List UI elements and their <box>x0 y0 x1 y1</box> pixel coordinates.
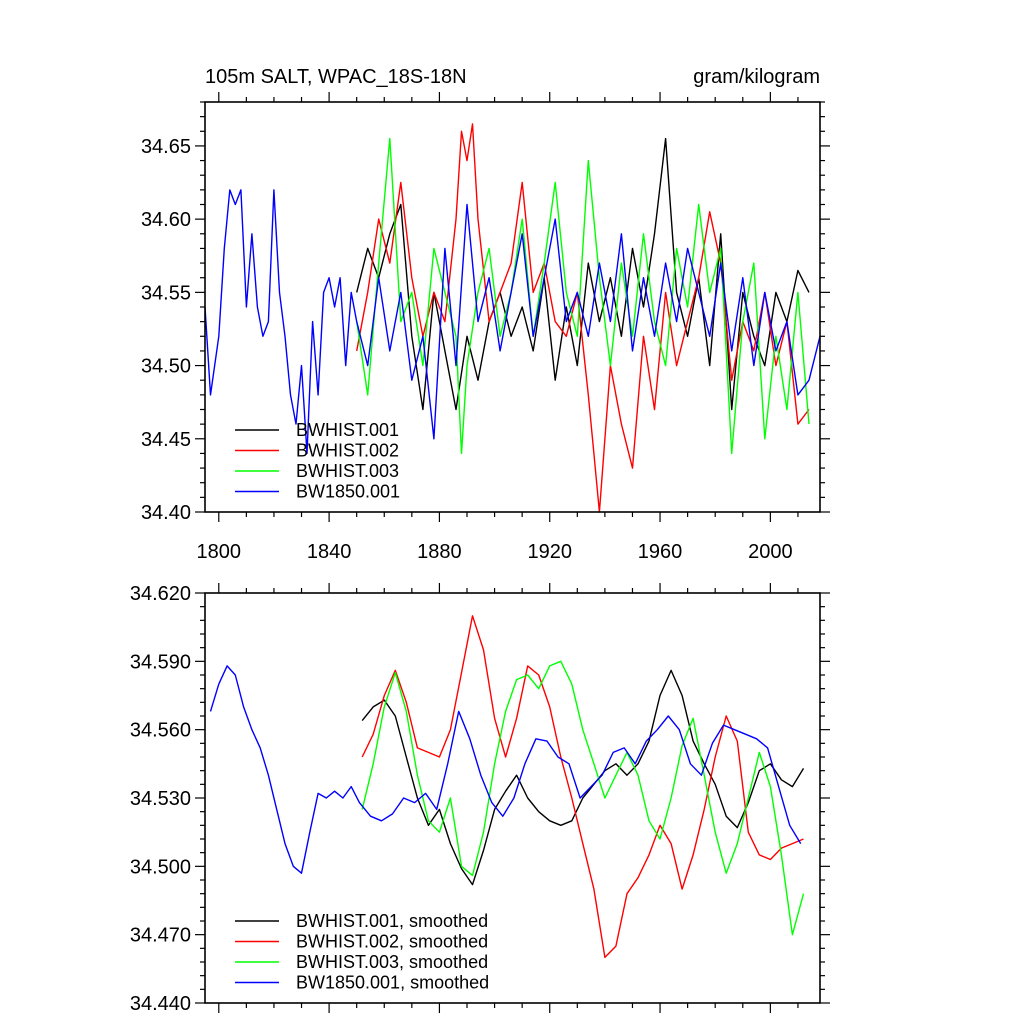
bottom-series-line-2 <box>361 615 804 959</box>
bottom-series-line-1 <box>361 669 805 886</box>
bottom-series-line-3 <box>361 660 805 936</box>
bottom-y-tick-label: 34.470 <box>130 925 191 947</box>
bottom-legend-label-1: BWHIST.001, smoothed <box>296 911 488 931</box>
top-legend-label-1: BWHIST.001 <box>296 420 399 440</box>
top-series-line-1 <box>356 137 810 411</box>
top-y-tick-label: 34.55 <box>141 282 191 304</box>
bottom-y-tick-label: 34.560 <box>130 720 191 742</box>
bottom-legend-label-3: BWHIST.003, smoothed <box>296 952 488 972</box>
top-series-line-3 <box>356 137 810 455</box>
top-y-tick-label: 34.45 <box>141 429 191 451</box>
top-series-lines <box>204 123 821 513</box>
bottom-series-line-4 <box>209 665 802 874</box>
top-legend-label-4: BW1850.001 <box>296 482 400 502</box>
top-y-tick-label: 34.40 <box>141 502 191 524</box>
top-axes: 1800 1840 1880 1920 1960 2000 34.40 34.45 34.50 3… <box>141 92 830 563</box>
bottom-axes: 34.440 34.470 34.500 34.530 34.560 34.590 34.6… <box>130 583 830 1015</box>
bottom-y-tick-label: 34.590 <box>130 651 191 673</box>
bottom-series-lines <box>209 615 805 959</box>
top-legend-label-3: BWHIST.003 <box>296 461 399 481</box>
top-panel: 105m SALT, WPAC_18S-18N gram/kilogram 18… <box>141 66 830 563</box>
top-x-tick-label: 1800 <box>197 541 242 563</box>
top-x-tick-label: 1880 <box>417 541 462 563</box>
top-x-tick-label: 1840 <box>307 541 352 563</box>
top-series-line-4 <box>204 189 821 455</box>
top-panel-units: gram/kilogram <box>693 66 820 88</box>
bottom-y-tick-label: 34.440 <box>130 993 191 1015</box>
top-plot-frame <box>204 101 821 513</box>
bottom-y-tick-label: 34.620 <box>130 583 191 605</box>
bottom-y-tick-label: 34.530 <box>130 788 191 810</box>
top-y-tick-label: 34.65 <box>141 136 191 158</box>
bottom-plot-frame <box>204 592 821 1004</box>
top-x-tick-label: 2000 <box>748 541 793 563</box>
bottom-legend-label-2: BWHIST.002, smoothed <box>296 932 488 952</box>
top-legend-label-2: BWHIST.002 <box>296 441 399 461</box>
bottom-panel: 34.440 34.470 34.500 34.530 34.560 34.590 34.6… <box>130 583 830 1015</box>
top-x-tick-label: 1960 <box>638 541 683 563</box>
bottom-legend-label-4: BW1850.001, smoothed <box>296 973 489 993</box>
top-y-tick-label: 34.50 <box>141 356 191 378</box>
bottom-y-tick-label: 34.500 <box>130 856 191 878</box>
top-panel-title: 105m SALT, WPAC_18S-18N <box>205 66 467 88</box>
top-y-tick-label: 34.60 <box>141 209 191 231</box>
top-x-tick-label: 1920 <box>527 541 572 563</box>
